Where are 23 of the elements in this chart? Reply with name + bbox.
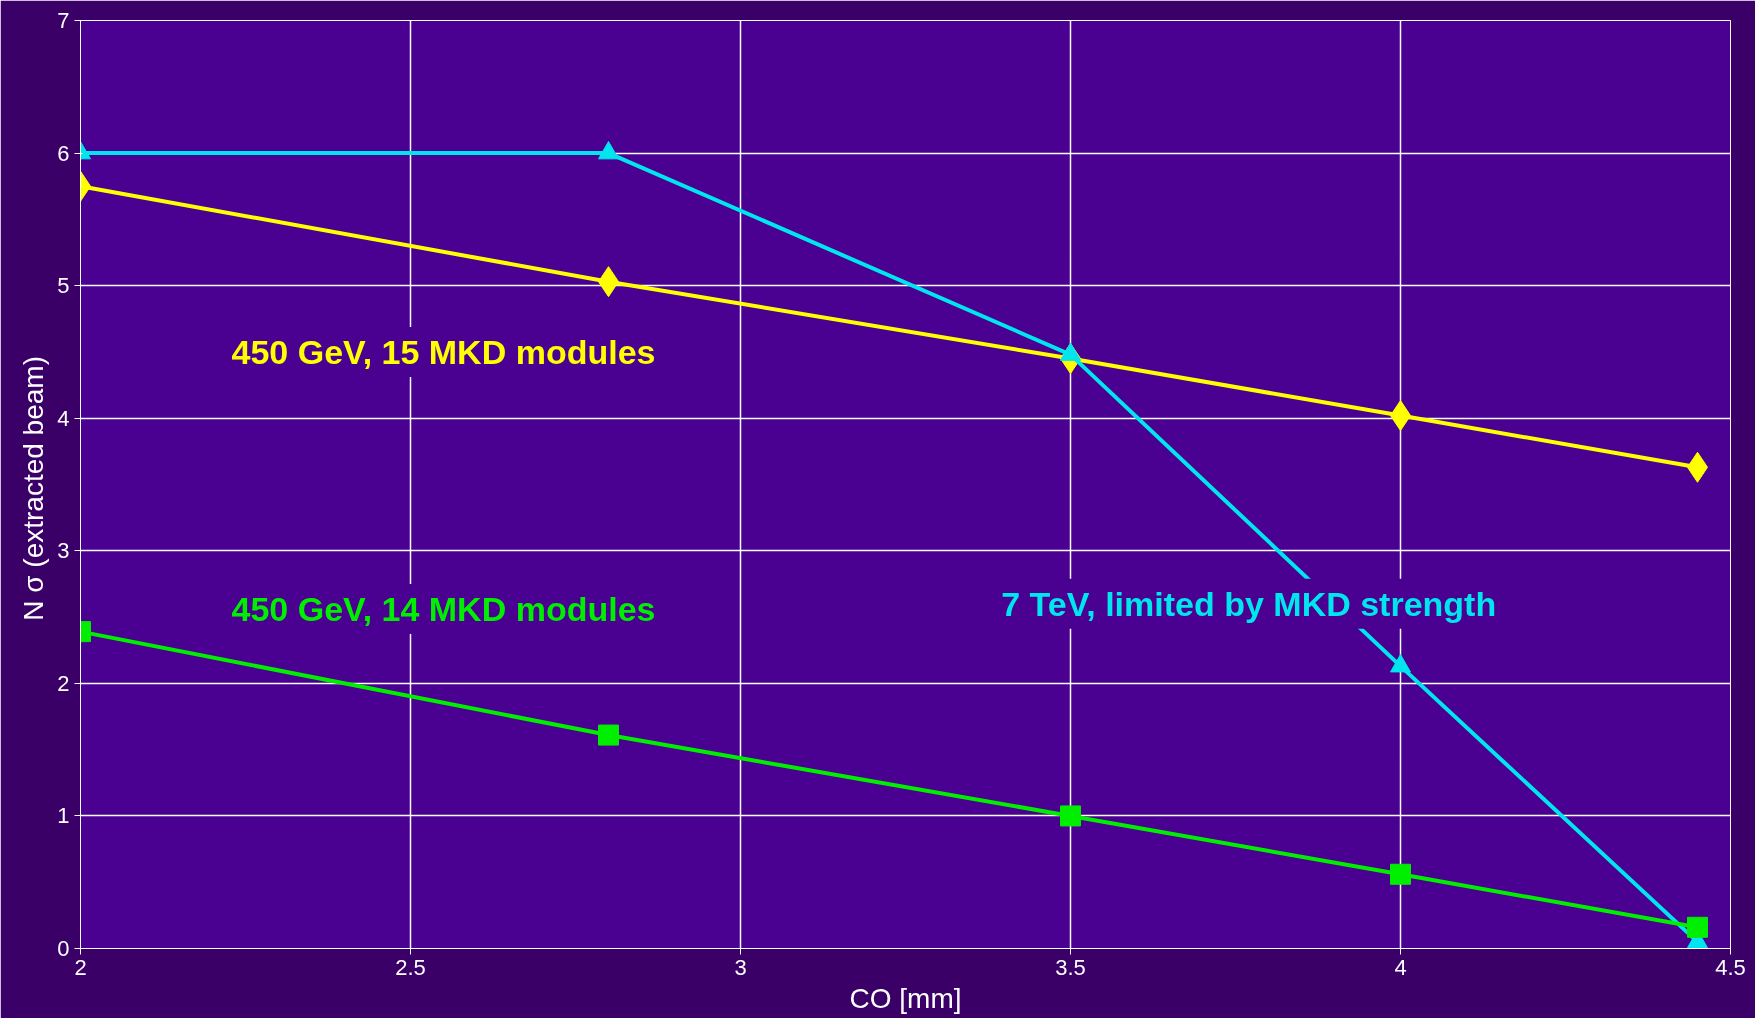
y-tick-label: 3 — [57, 538, 70, 564]
y-tick-label: 0 — [57, 936, 70, 961]
x-tick-label: 4.5 — [1715, 954, 1746, 980]
y-tick-label: 6 — [57, 140, 70, 166]
x-axis-title: CO [mm] — [849, 982, 962, 1014]
point — [1390, 863, 1411, 885]
y-axis-title: N σ (extracted beam) — [18, 356, 50, 621]
y-tick-label: 2 — [57, 670, 70, 696]
point — [1060, 805, 1081, 827]
x-tick-label: 4 — [1394, 954, 1407, 980]
x-tick-label: 3 — [734, 954, 747, 980]
y-tick-label: 1 — [57, 803, 70, 829]
y-tick-label: 4 — [57, 405, 70, 431]
series-label: 7 TeV, limited by MKD strength — [1001, 584, 1497, 623]
x-tick-label: 2 — [74, 954, 87, 980]
series-label: 450 GeV, 14 MKD modules — [231, 590, 656, 629]
y-tick-label: 7 — [57, 8, 70, 33]
point — [598, 724, 619, 746]
y-tick-label: 5 — [57, 273, 70, 299]
x-tick-label: 2.5 — [395, 954, 426, 980]
series-label: 450 GeV, 15 MKD modules — [231, 332, 656, 371]
point — [1687, 916, 1708, 938]
x-tick-label: 3.5 — [1055, 954, 1086, 980]
